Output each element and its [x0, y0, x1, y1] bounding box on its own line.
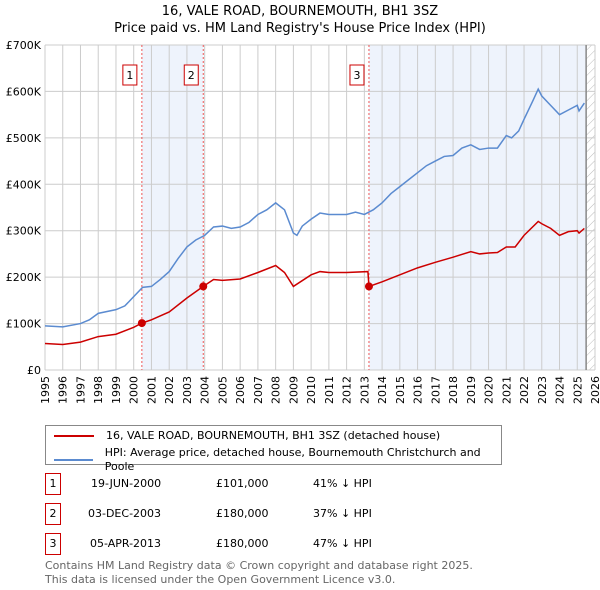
y-tick-label: £500K: [6, 132, 42, 145]
x-tick-label: 2018: [447, 376, 460, 404]
x-tick-label: 2006: [234, 376, 247, 404]
shaded-period: [368, 45, 587, 370]
price: £101,000: [216, 477, 269, 490]
forecast-hatch: [586, 45, 595, 370]
x-tick-label: 2022: [518, 376, 531, 404]
hpi-diff: 37% ↓ HPI: [313, 507, 372, 520]
price-chart: 1995 1996 1997 1998 1999 2000 2001 2002 2003 2004…: [6, 39, 600, 404]
sale-point: [137, 319, 146, 328]
sale-marker-number: 3: [353, 69, 360, 82]
sale-point: [199, 282, 208, 291]
y-tick-label: £0: [27, 364, 41, 377]
y-tick-label: £600K: [6, 85, 42, 98]
x-tick-label: 2016: [412, 376, 425, 404]
marker-badge: 2: [45, 503, 61, 525]
x-tick-label: 2011: [323, 376, 336, 404]
x-tick-label: 2017: [429, 376, 442, 404]
marker-badge: 3: [45, 533, 61, 555]
x-tick-label: 2005: [216, 376, 229, 404]
chart-subtitle: Price paid vs. HM Land Registry's House …: [114, 21, 486, 36]
x-tick-label: 2010: [305, 376, 318, 404]
sale-marker-box: [349, 64, 365, 86]
legend-property: 16, VALE ROAD, BOURNEMOUTH, BH1 3SZ (det…: [106, 429, 441, 442]
x-tick-label: 1997: [74, 376, 87, 404]
sale-marker-box: [122, 64, 138, 86]
x-tick-label: 2009: [287, 376, 300, 404]
y-tick-label: £300K: [6, 225, 42, 238]
footer-copyright: Contains HM Land Registry data © Crown c…: [45, 559, 473, 572]
x-tick-label: 2021: [500, 376, 513, 404]
transaction-row: 3 05-APR-2013 £180,000 47% ↓ HPI: [45, 533, 545, 555]
x-tick-label: 2002: [163, 376, 176, 404]
date: 05-APR-2013: [90, 537, 162, 550]
date: 19-JUN-2000: [91, 477, 162, 490]
x-tick-label: 2026: [589, 376, 600, 404]
sale-point: [364, 282, 373, 291]
legend-blue-line: [54, 459, 93, 461]
x-tick-label: 2020: [483, 376, 496, 404]
x-tick-label: 2024: [554, 376, 567, 404]
x-tick-label: 2012: [341, 376, 354, 404]
footer-licence: This data is licensed under the Open Gov…: [45, 573, 396, 586]
x-tick-label: 2008: [270, 376, 283, 404]
transaction-row: 2 03-DEC-2003 £180,000 37% ↓ HPI: [45, 503, 545, 525]
price: £180,000: [216, 537, 269, 550]
x-tick-label: 2013: [358, 376, 371, 404]
y-tick-label: £400K: [6, 178, 42, 191]
x-tick-label: 1996: [57, 376, 70, 404]
price: £180,000: [216, 507, 269, 520]
x-tick-label: 1998: [92, 376, 105, 404]
x-tick-label: 2014: [376, 376, 389, 404]
transaction-row: 1 19-JUN-2000 £101,000 41% ↓ HPI: [45, 473, 545, 495]
legend-hpi: HPI: Average price, detached house, Bour…: [104, 446, 481, 473]
x-tick-label: 1999: [110, 376, 123, 404]
x-tick-label: 2023: [536, 376, 549, 404]
legend: 16, VALE ROAD, BOURNEMOUTH, BH1 3SZ (det…: [45, 425, 502, 473]
date: 03-DEC-2003: [88, 507, 162, 520]
sale-marker-number: 1: [126, 69, 133, 82]
hpi-diff: 47% ↓ HPI: [313, 537, 372, 550]
series-line: [44, 87, 585, 328]
x-tick-label: 2015: [394, 376, 407, 404]
x-tick-label: 2000: [128, 376, 141, 404]
x-tick-label: 2004: [199, 376, 212, 404]
y-tick-label: £200K: [6, 271, 42, 284]
legend-red-line: [54, 435, 94, 437]
x-tick-label: 2025: [571, 376, 584, 404]
sale-marker-box: [183, 64, 199, 86]
x-tick-label: 2003: [181, 376, 194, 404]
x-tick-label: 2001: [145, 376, 158, 404]
y-tick-label: £100K: [6, 318, 42, 331]
y-tick-label: £700K: [6, 39, 42, 52]
sale-marker-number: 2: [188, 69, 195, 82]
x-tick-label: 2019: [465, 376, 478, 404]
hpi-diff: 41% ↓ HPI: [313, 477, 372, 490]
chart-title: 16, VALE ROAD, BOURNEMOUTH, BH1 3SZ: [161, 4, 439, 19]
x-tick-label: 2007: [252, 376, 265, 404]
x-tick-label: 1995: [39, 376, 52, 404]
series-line: [44, 220, 585, 346]
shaded-period: [141, 45, 204, 370]
marker-badge: 1: [45, 473, 61, 495]
